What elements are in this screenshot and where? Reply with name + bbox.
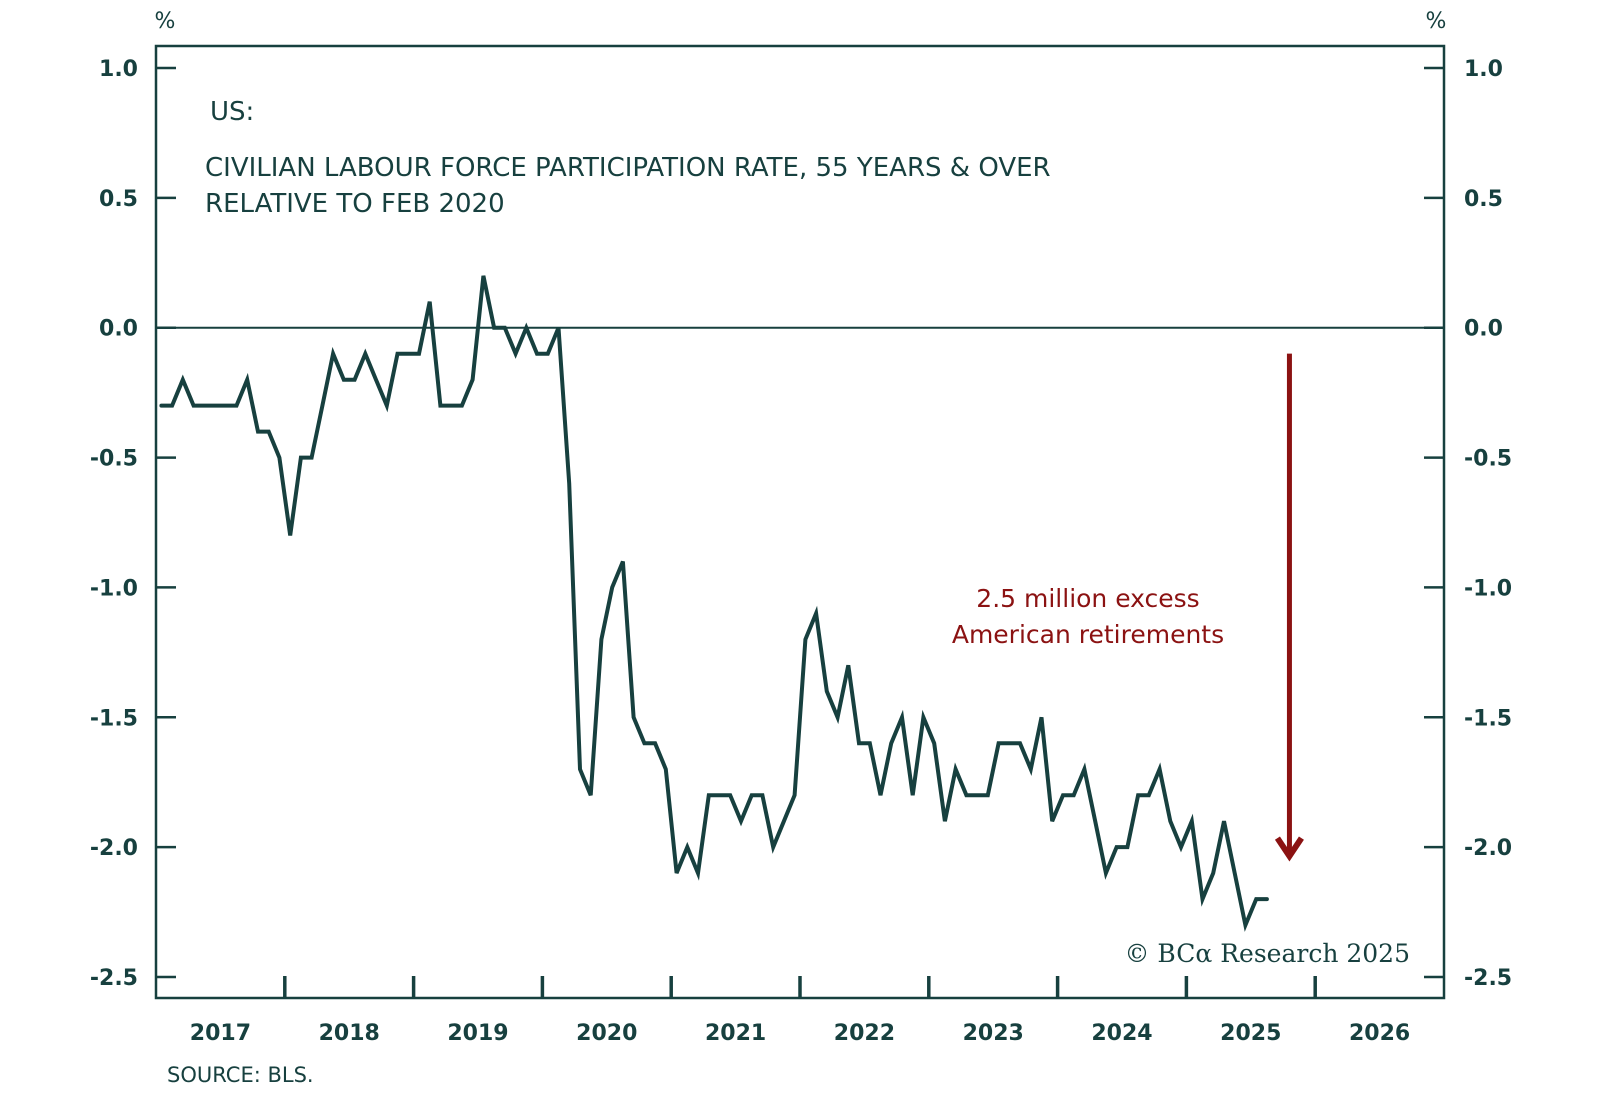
x-tick-label: 2024 [1091, 1021, 1152, 1046]
x-axis: 2017 2018 2019 2020 2021 2022 2023 2024 2025 2026 [190, 976, 1410, 1046]
x-tick-label: 2025 [1220, 1021, 1281, 1046]
x-tick-label: 2026 [1349, 1021, 1410, 1046]
chart-title: US: [210, 97, 254, 127]
y-tick-label-right: -0.5 [1464, 447, 1512, 472]
series-points [161, 275, 1267, 926]
copyright-label: © BCα Research 2025 [1124, 939, 1410, 968]
x-tick-label: 2020 [576, 1021, 637, 1046]
y-axis-right: 1.0 0.5 0.0 -0.5 -1.0 -1.5 -2.0 -2.5 [1424, 57, 1512, 991]
y-tick-label-left: -1.5 [90, 706, 138, 731]
chart-subtitle-line-1: CIVILIAN LABOUR FORCE PARTICIPATION RATE… [205, 153, 1051, 183]
y-tick-label-left: -2.0 [90, 836, 138, 861]
x-tick-label: 2017 [190, 1021, 251, 1046]
y-tick-label-left: -2.5 [90, 966, 138, 991]
y-tick-label-right: -2.0 [1464, 836, 1512, 861]
series-line [159, 275, 1269, 932]
y-tick-label-left: -0.5 [90, 447, 138, 472]
x-tick-label: 2018 [319, 1021, 380, 1046]
y-tick-label-left: 1.0 [99, 57, 138, 82]
x-tick-label: 2021 [705, 1021, 766, 1046]
y-axis-left: 1.0 0.5 0.0 -0.5 -1.0 -1.5 -2.0 -2.5 [90, 57, 176, 991]
chart-subtitle-line-2: RELATIVE TO FEB 2020 [205, 189, 505, 219]
annotation-line-2: American retirements [952, 620, 1224, 649]
source-label: SOURCE: BLS. [167, 1063, 314, 1087]
x-tick-label: 2023 [963, 1021, 1024, 1046]
y-unit-right: % [1426, 9, 1447, 34]
x-tick-label: 2022 [834, 1021, 895, 1046]
annotation-arrow-head-icon [1274, 836, 1304, 862]
y-tick-label-left: 0.5 [99, 187, 138, 212]
annotation-line-1: 2.5 million excess [976, 584, 1199, 613]
y-tick-label-left: 0.0 [99, 317, 138, 342]
y-tick-label-right: 1.0 [1464, 57, 1503, 82]
y-tick-label-right: 0.5 [1464, 187, 1503, 212]
y-tick-label-left: -1.0 [90, 576, 138, 601]
x-tick-label: 2019 [447, 1021, 508, 1046]
y-tick-label-right: -1.5 [1464, 706, 1512, 731]
y-tick-label-right: -1.0 [1464, 576, 1512, 601]
y-unit-left: % [155, 9, 176, 34]
y-tick-label-right: -2.5 [1464, 966, 1512, 991]
y-tick-label-right: 0.0 [1464, 317, 1503, 342]
